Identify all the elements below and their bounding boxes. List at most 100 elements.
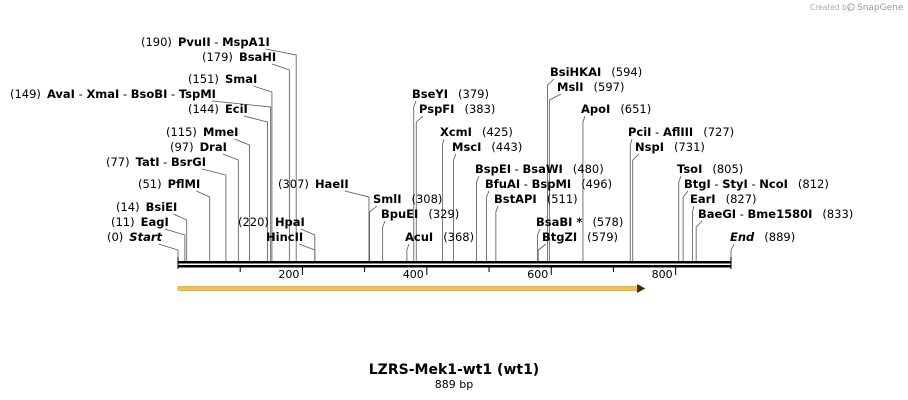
site-label[interactable]: (97) DraI	[170, 140, 227, 154]
site-labels: (190) PvuII - MspA1I(179) BsaHI(151) SmaI(1…	[10, 35, 853, 244]
site-line	[629, 138, 633, 261]
brand-created-by: Created by	[810, 3, 852, 12]
site-line	[495, 205, 499, 261]
site-position: -	[748, 177, 759, 191]
axis-tick-label: 200	[278, 268, 299, 281]
site-label[interactable]: (0) Start	[107, 230, 163, 244]
site-label[interactable]: (51) PflMI	[138, 177, 200, 191]
site-label[interactable]: (307) HaeII	[278, 177, 349, 191]
site-position: (727)	[703, 125, 734, 139]
site-label[interactable]: ApoI (651)	[581, 102, 651, 116]
feature-arrow[interactable]	[177, 284, 646, 293]
site-line	[441, 138, 445, 261]
site-position: (651)	[620, 102, 651, 116]
site-position: (115)	[166, 125, 197, 139]
site-line	[164, 228, 186, 261]
site-label[interactable]: (144) EciI	[188, 102, 248, 116]
site-position: (889)	[764, 230, 795, 244]
backbone-bottom-strand	[178, 265, 731, 268]
site-position: -	[160, 155, 171, 169]
site-label[interactable]: AcuI (368)	[405, 230, 474, 244]
feature-arrowhead[interactable]	[637, 284, 646, 293]
site-label[interactable]: (77) TatI - BsrGI	[106, 155, 206, 169]
site-label[interactable]: (149) AvaI - XmaI - BsoBI - TspMI	[10, 87, 216, 101]
site-label[interactable]: (179) BsaHI	[202, 50, 276, 64]
site-position: (383)	[464, 102, 495, 116]
site-line	[158, 243, 179, 261]
site-label[interactable]: BpuEI (329)	[381, 207, 459, 221]
site-line	[406, 243, 410, 261]
site-position: (179)	[202, 50, 233, 64]
axis-tick-label: 600	[527, 268, 548, 281]
site-label[interactable]: (115) MmeI	[166, 125, 238, 139]
site-position: (190)	[141, 35, 172, 49]
site-line	[453, 153, 457, 261]
site-label[interactable]: BaeGI - Bme1580I (833)	[698, 207, 853, 221]
site-label[interactable]: BtgZI (579)	[542, 230, 618, 244]
site-position: (812)	[798, 177, 829, 191]
site-label[interactable]: BsaBI * (578)	[536, 215, 623, 229]
site-line	[344, 190, 370, 261]
site-label[interactable]: HincII	[266, 230, 303, 244]
site-enzyme: MscI	[452, 140, 481, 154]
site-position: -	[736, 207, 747, 221]
site-enzyme: BsiEI	[146, 200, 178, 214]
site-label[interactable]: MscI (443)	[452, 140, 522, 154]
site-enzyme: XcmI	[440, 125, 472, 139]
site-line	[173, 213, 188, 261]
site-enzyme: BseYI	[412, 87, 448, 101]
site-label[interactable]: PspFI (383)	[419, 102, 495, 116]
site-label[interactable]: (14) BsiEI	[116, 200, 177, 214]
site-position: -	[211, 35, 222, 49]
site-label[interactable]: BseYI (379)	[412, 87, 489, 101]
feature-bar[interactable]	[177, 286, 640, 291]
site-enzyme: PflMI	[168, 177, 201, 191]
site-label[interactable]: BtgI - StyI - NcoI (812)	[684, 177, 829, 191]
site-line	[201, 168, 227, 261]
site-label[interactable]: MslI (597)	[557, 80, 624, 94]
site-position: (511)	[547, 192, 578, 206]
sequence-backbone	[178, 261, 731, 268]
site-position: -	[75, 87, 86, 101]
site-position: (579)	[587, 230, 618, 244]
site-label[interactable]: BspEI - BsaWI (480)	[475, 162, 604, 176]
site-label[interactable]: XcmI (425)	[440, 125, 513, 139]
site-enzyme: MspA1I	[222, 35, 270, 49]
site-position: (14)	[116, 200, 140, 214]
site-enzyme: BtgI	[684, 177, 711, 191]
site-label[interactable]: EarI (827)	[690, 192, 757, 206]
site-enzyme: EarI	[690, 192, 716, 206]
site-position: (805)	[712, 162, 743, 176]
brand-name: SnapGene	[857, 3, 904, 13]
site-enzyme: End	[730, 230, 755, 244]
site-label[interactable]: (190) PvuII - MspA1I	[141, 35, 270, 49]
site-label[interactable]: TsoI (805)	[677, 162, 743, 176]
site-position: (443)	[491, 140, 522, 154]
site-position: -	[520, 177, 531, 191]
site-label[interactable]: PciI - AflIII (727)	[628, 125, 734, 139]
site-position: (220)	[238, 215, 269, 229]
site-label[interactable]: (220) HpaI	[238, 215, 305, 229]
site-label[interactable]: BstAPI (511)	[494, 192, 578, 206]
site-position: (425)	[482, 125, 513, 139]
site-label[interactable]: NspI (731)	[635, 140, 705, 154]
site-label[interactable]: SmlI (308)	[373, 192, 442, 206]
site-line	[537, 228, 541, 261]
site-enzyme: BtgZI	[542, 230, 577, 244]
site-position: (379)	[458, 87, 489, 101]
site-position: (597)	[594, 80, 625, 94]
site-line	[415, 115, 424, 261]
site-label[interactable]: BsiHKAI (594)	[550, 65, 642, 79]
site-enzyme: BsrGI	[171, 155, 206, 169]
site-label[interactable]: BfuAI - BspMI (496)	[485, 177, 612, 191]
site-line	[222, 153, 239, 261]
site-label[interactable]: (11) EagI	[111, 215, 169, 229]
site-position: (731)	[674, 140, 705, 154]
site-enzyme: TsoI	[677, 162, 702, 176]
site-enzyme: TspMI	[179, 87, 216, 101]
site-label[interactable]: (151) SmaI	[188, 72, 257, 86]
axis-tick-label: 800	[652, 268, 673, 281]
site-enzyme: AflIII	[663, 125, 693, 139]
site-label[interactable]: End (889)	[730, 230, 795, 244]
site-line	[243, 115, 268, 261]
